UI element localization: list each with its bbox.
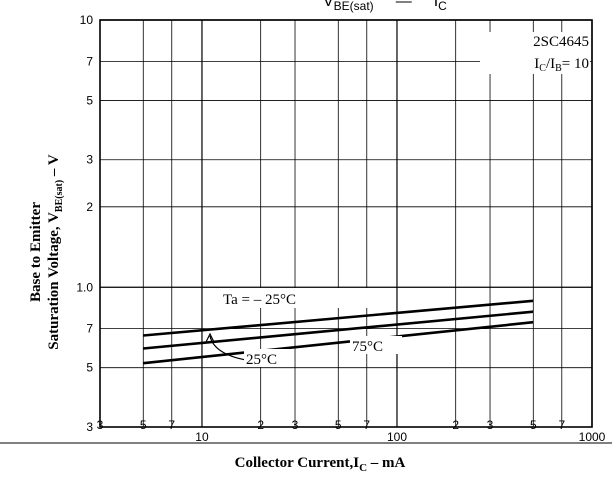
x-tick-label: 3	[292, 418, 299, 432]
x-tick-label: 2	[452, 418, 459, 432]
y-tick-label: 7	[86, 54, 93, 68]
label-bg-25	[244, 349, 294, 367]
series-label-ta-minus25: Ta = – 25°C	[223, 292, 296, 308]
series-line-2	[143, 320, 534, 365]
x-tick-label: 100	[387, 430, 407, 444]
x-tick-label: 5	[140, 418, 147, 432]
series-label-25c: 25°C	[246, 352, 277, 368]
x-tick-label: 5	[335, 418, 342, 432]
y-tick-label: 5	[86, 93, 93, 107]
label-bg-ta	[220, 288, 370, 308]
plot-frame	[99, 19, 593, 428]
x-tick-label: 3	[487, 418, 494, 432]
x-tick-label: 2	[257, 418, 264, 432]
y-tick-label: 7	[86, 322, 93, 336]
y-tick-label: 5	[86, 361, 93, 375]
series-label-75c: 75°C	[352, 339, 383, 355]
legend-box-bg	[480, 32, 590, 74]
y-axis-title-line1: Base to Emitter	[28, 202, 44, 302]
x-tick-label: 7	[168, 418, 175, 432]
series-line-0	[143, 299, 534, 337]
series-line-1	[143, 310, 534, 350]
y-tick-label: 2	[86, 200, 93, 214]
x-tick-label: 5	[530, 418, 537, 432]
y-tick-label: 1.0	[76, 280, 93, 294]
callout-arrow	[205, 332, 215, 343]
label-bg-75	[350, 336, 402, 354]
y-tick-label: 3	[86, 153, 93, 167]
y-axis-title-line2: Saturation Voltage, VBE(sat) – V	[46, 154, 65, 350]
y-tick-label: 10	[80, 13, 94, 27]
chart-title: VBE(sat) — IC	[323, 0, 447, 13]
x-tick-label: 7	[363, 418, 370, 432]
x-tick-label: 10	[195, 430, 209, 444]
x-axis-title: Collector Current,IC – mA	[235, 455, 406, 474]
part-number: 2SC4645	[533, 34, 589, 50]
y-tick-label: 3	[86, 420, 93, 434]
x-tick-label: 7	[558, 418, 565, 432]
data-series	[143, 299, 534, 365]
grid	[99, 19, 593, 428]
condition-label: IC/IB= 10	[534, 56, 589, 74]
y-axis-title: Base to Emitter Saturation Voltage, VBE(…	[28, 154, 65, 350]
callout-line	[209, 335, 247, 361]
x-tick-label: 1000	[579, 430, 606, 444]
